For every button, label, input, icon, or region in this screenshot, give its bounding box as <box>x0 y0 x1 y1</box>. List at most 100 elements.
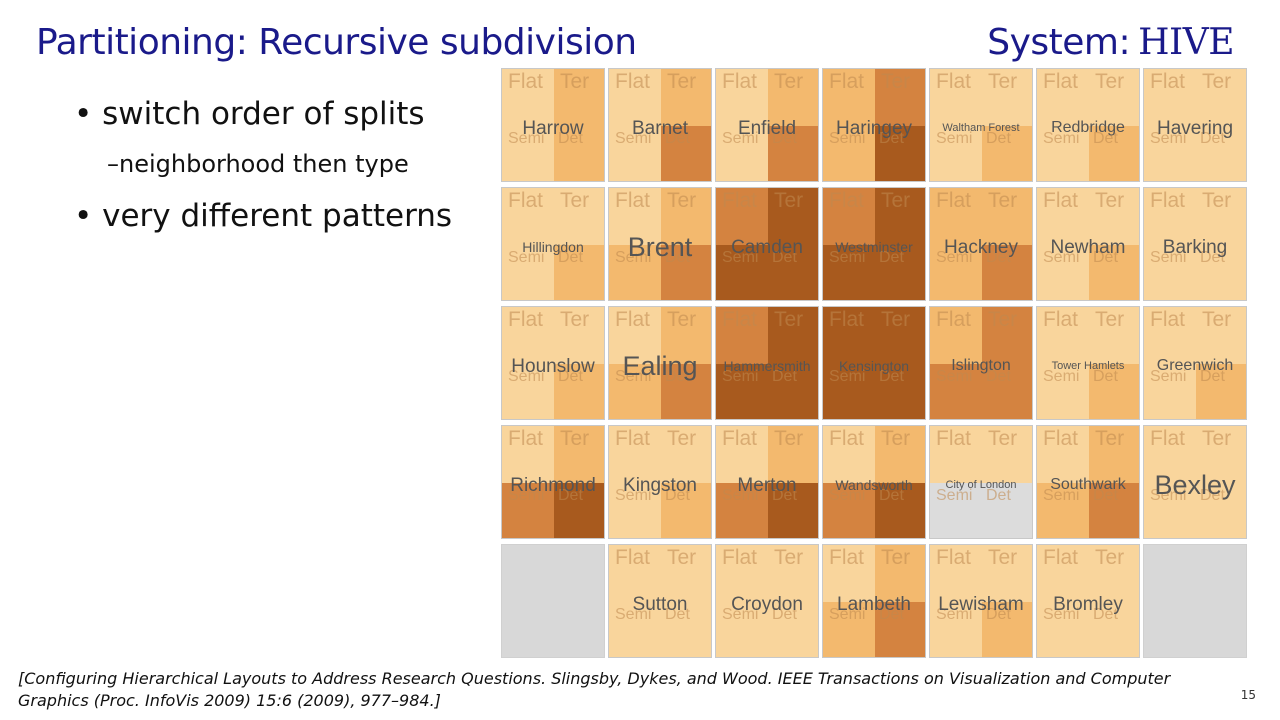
tile-city-of-london: Flat Ter Semi Det City of London <box>929 425 1033 539</box>
neighborhood-name: Waltham Forest <box>942 121 1020 134</box>
quadrant-label: Flat <box>615 70 651 93</box>
quadrant-ter <box>661 69 711 126</box>
quadrant-label: Ter <box>560 308 590 331</box>
quadrant-label: Ter <box>774 189 804 212</box>
quadrant-label: Ter <box>1202 308 1232 331</box>
quadrant-label: Semi <box>615 249 652 266</box>
quadrant-det <box>661 602 711 657</box>
quadrant-label: Flat <box>1043 70 1079 93</box>
quadrant-label: Semi <box>615 487 652 504</box>
quadrant-flat <box>502 307 554 364</box>
quadrant-flat <box>1037 188 1089 245</box>
quadrant-label: Flat <box>1043 189 1079 212</box>
quadrant-det <box>768 126 818 181</box>
quadrant-label: Flat <box>722 189 758 212</box>
quadrant-label: Det <box>879 249 904 266</box>
quadrant-det <box>875 364 925 419</box>
quadrant-label: Ter <box>667 308 697 331</box>
neighborhood-name: Barking <box>1162 236 1228 258</box>
quadrant-ter <box>1089 188 1139 245</box>
neighborhood-name: Bexley <box>1154 469 1236 500</box>
tile-hackney: Flat Ter Semi Det Hackney <box>929 187 1033 301</box>
tile-enfield: Flat Ter Semi Det Enfield <box>715 68 819 182</box>
quadrant-label: Ter <box>881 546 911 569</box>
quadrant-label: Flat <box>829 70 865 93</box>
quadrant-flat <box>1144 426 1196 483</box>
quadrant-label: Semi <box>508 130 545 147</box>
quadrant-ter <box>1089 426 1139 483</box>
quadrant-label: Flat <box>829 546 865 569</box>
quadrant-label: Semi <box>1150 249 1187 266</box>
quadrant-label: Det <box>1093 487 1118 504</box>
quadrant-label: Flat <box>1043 546 1079 569</box>
quadrant-label: Flat <box>936 546 972 569</box>
quadrant-flat <box>930 188 982 245</box>
quadrant-det <box>1089 364 1139 419</box>
quadrant-label: Semi <box>615 130 652 147</box>
quadrant-label: Det <box>986 606 1011 623</box>
quadrant-det <box>982 364 1032 419</box>
neighborhood-name: Greenwich <box>1156 357 1234 374</box>
neighborhood-name: Newham <box>1050 236 1126 258</box>
quadrant-flat <box>716 69 768 126</box>
tile-bexley: Flat Ter Semi Det Bexley <box>1143 425 1247 539</box>
quadrant-label: Ter <box>667 546 697 569</box>
quadrant-label: Ter <box>560 189 590 212</box>
tile-barking: Flat Ter Semi Det Barking <box>1143 187 1247 301</box>
neighborhood-name: Redbridge <box>1051 119 1125 136</box>
tile-barnet: Flat Ter Semi Det Barnet <box>608 68 712 182</box>
quadrant-semi <box>716 364 768 419</box>
quadrant-semi <box>1037 602 1089 657</box>
tile-newham: Flat Ter Semi Det Newham <box>1036 187 1140 301</box>
quadrant-semi <box>823 126 875 181</box>
quadrant-semi <box>930 126 982 181</box>
quadrant-ter <box>768 545 818 602</box>
quadrant-label: Det <box>1093 249 1118 266</box>
quadrant-ter <box>768 69 818 126</box>
quadrant-ter <box>768 307 818 364</box>
quadrant-label: Semi <box>936 130 973 147</box>
tile-southwark: Flat Ter Semi Det Southwark <box>1036 425 1140 539</box>
quadrant-label: Ter <box>881 70 911 93</box>
quadrant-det <box>1089 126 1139 181</box>
tile-kensington: Flat Ter Semi Det Kensington <box>822 306 926 420</box>
neighborhood-name: City of London <box>945 478 1017 491</box>
quadrant-label: Semi <box>936 606 973 623</box>
quadrant-label: Semi <box>829 249 866 266</box>
quadrant-ter <box>661 545 711 602</box>
quadrant-det <box>661 483 711 538</box>
quadrant-flat <box>609 188 661 245</box>
quadrant-semi <box>1144 483 1196 538</box>
tile-empty <box>501 544 605 658</box>
quadrant-label: Semi <box>508 487 545 504</box>
quadrant-label: Det <box>879 130 904 147</box>
quadrant-flat <box>716 545 768 602</box>
quadrant-label: Ter <box>1095 546 1125 569</box>
quadrant-semi <box>1037 364 1089 419</box>
quadrant-label: Flat <box>508 189 544 212</box>
neighborhood-name: Lambeth <box>837 593 911 615</box>
quadrant-det <box>554 126 604 181</box>
quadrant-label: Det <box>665 487 690 504</box>
tile-sutton: Flat Ter Semi Det Sutton <box>608 544 712 658</box>
quadrant-label: Ter <box>667 189 697 212</box>
quadrant-label: Flat <box>508 308 544 331</box>
neighborhood-name: Richmond <box>510 474 596 496</box>
quadrant-label: Det <box>1093 130 1118 147</box>
quadrant-ter <box>554 69 604 126</box>
quadrant-semi <box>1144 126 1196 181</box>
quadrant-label: Flat <box>829 308 865 331</box>
quadrant-det <box>1196 126 1246 181</box>
quadrant-label: Det <box>986 487 1011 504</box>
quadrant-label: Flat <box>1043 308 1079 331</box>
quadrant-det <box>1196 483 1246 538</box>
quadrant-semi <box>823 483 875 538</box>
quadrant-flat <box>930 69 982 126</box>
neighborhood-name: Wandsworth <box>835 477 913 493</box>
quadrant-ter <box>661 188 711 245</box>
quadrant-label: Det <box>1093 606 1118 623</box>
quadrant-semi <box>1037 126 1089 181</box>
quadrant-det <box>1089 245 1139 300</box>
quadrant-flat <box>609 69 661 126</box>
neighborhood-name: Hackney <box>944 236 1018 258</box>
